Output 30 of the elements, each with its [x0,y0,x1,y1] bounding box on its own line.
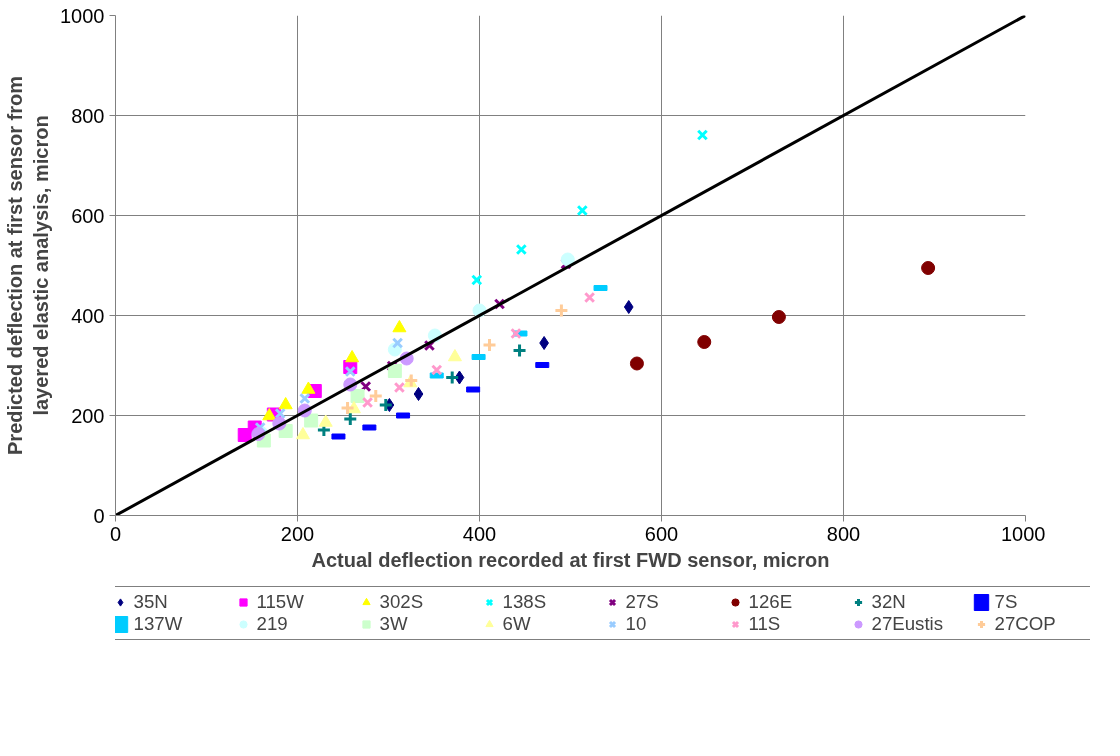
x-tick-label: 200 [280,522,315,545]
legend-label: 10 [625,613,648,635]
y-tick-label: 200 [71,404,105,427]
legend-label: 137W [133,613,184,635]
x-tick-label: 800 [826,522,861,545]
y-tick-label: 600 [71,204,105,227]
legend-label: 138S [502,591,548,613]
legend-label: 32N [871,591,907,613]
legend-label: 27COP [994,613,1057,635]
legend-label: 115W [256,591,305,613]
legend-label: 27Eustis [871,613,945,635]
x-axis-title: Actual deflection recorded at first FWD sensor, micron [311,548,830,571]
legend-label: 35N [133,591,169,613]
legend-label: 11S [748,613,782,635]
y-tick-label: 1000 [60,4,105,27]
y-tick-label: 0 [93,504,105,527]
x-tick-label: 1000 [1001,522,1046,545]
legend-label: 219 [256,613,289,635]
y-axis-title: Predicted deflection at first sensor from layered elastic analysis, micron [3,76,53,455]
legend-label: 27S [625,591,660,613]
y-tick-label: 400 [71,304,105,327]
x-tick-label: 400 [462,522,497,545]
legend-label: 3W [379,613,409,635]
legend-label: 302S [379,591,425,613]
legend-label: 126E [748,591,794,613]
x-tick-label: 0 [109,522,122,545]
y-tick-label: 800 [71,104,105,127]
legend-label: 6W [502,613,532,635]
x-tick-label: 600 [644,522,679,545]
legend-label: 7S [994,591,1019,613]
